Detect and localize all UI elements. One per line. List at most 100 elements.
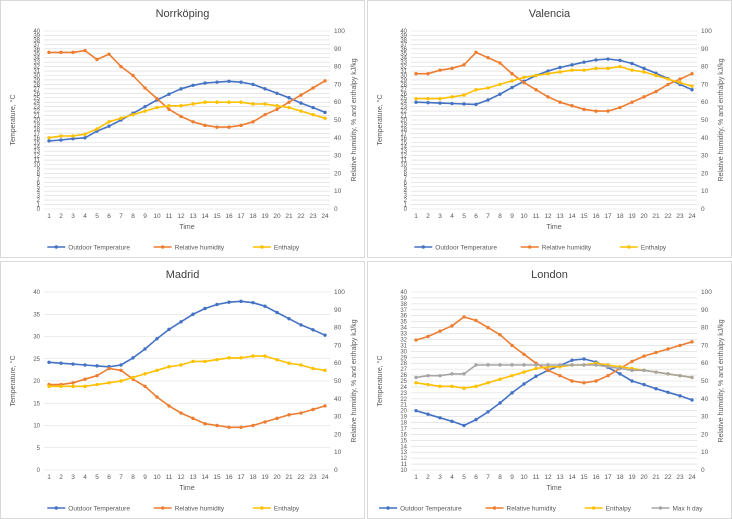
data-point (323, 333, 327, 337)
data-point (107, 124, 111, 128)
data-point (654, 89, 658, 94)
y2-tick-label: 100 (334, 289, 345, 296)
data-point (690, 72, 694, 76)
data-point (642, 95, 646, 99)
data-point (167, 107, 171, 112)
data-point (203, 422, 207, 426)
y2-tick-label: 20 (701, 170, 709, 177)
chart-title: London (531, 269, 568, 281)
data-point (474, 417, 478, 422)
data-point (203, 359, 207, 364)
data-point (582, 60, 586, 64)
y-tick-label: 31 (33, 69, 40, 75)
y-tick-label: 40 (33, 290, 40, 296)
y-tick-label: 4 (37, 189, 41, 195)
x-tick-label: 23 (676, 474, 684, 481)
y-tick-label: 29 (400, 355, 407, 361)
y-tick-label: 5 (404, 185, 408, 191)
y-tick-label: 17 (400, 426, 407, 432)
x-tick-label: 22 (297, 474, 305, 481)
data-point (594, 363, 598, 367)
data-point (251, 300, 255, 305)
y-tick-label: 34 (400, 56, 407, 62)
legend-label: Outdoor Temperature (435, 244, 497, 251)
y2-axis-label: Relative humidity, % and enthalpy kJ/kg (718, 319, 725, 442)
data-point (191, 312, 195, 316)
data-point (251, 82, 255, 87)
data-point (546, 368, 550, 373)
data-point (239, 356, 243, 360)
x-tick-label: 23 (676, 213, 684, 220)
x-tick-label: 20 (640, 474, 648, 481)
data-point (642, 368, 646, 373)
data-point (323, 404, 327, 408)
data-point (119, 368, 123, 373)
data-point (678, 343, 682, 348)
y-tick-label: 3 (404, 194, 408, 200)
legend-label: Outdoor Temperature (68, 244, 130, 251)
x-tick-label: 9 (143, 213, 147, 220)
data-point (426, 334, 430, 339)
data-point (251, 120, 255, 124)
y-tick-label: 37 (400, 42, 407, 48)
x-tick-label: 1 (47, 213, 51, 220)
data-point (522, 370, 526, 374)
data-point (95, 57, 99, 62)
data-point (690, 84, 694, 88)
data-point (239, 299, 243, 304)
data-point (474, 50, 478, 55)
data-point (275, 107, 279, 112)
series-line (415, 362, 693, 389)
data-point (690, 88, 694, 92)
data-point (510, 85, 514, 90)
y2-tick-label: 50 (701, 117, 709, 124)
y2-tick-label: 60 (334, 99, 342, 106)
x-tick-label: 24 (321, 474, 329, 481)
y-tick-label: 34 (33, 56, 40, 62)
y-tick-label: 0 (37, 207, 41, 213)
x-tick-label: 22 (297, 213, 305, 220)
y-tick-label: 0 (37, 468, 41, 474)
data-point (522, 352, 526, 356)
x-tick-label: 10 (153, 213, 161, 220)
y2-tick-label: 10 (701, 449, 709, 456)
data-point (462, 93, 466, 97)
y2-tick-label: 100 (701, 289, 712, 296)
data-point (486, 56, 490, 60)
x-tick-label: 20 (273, 213, 281, 220)
y2-tick-label: 80 (701, 64, 709, 71)
data-point (179, 320, 183, 324)
legend-marker (492, 506, 497, 510)
x-tick-label: 11 (533, 213, 540, 220)
y-tick-label: 13 (400, 149, 407, 155)
y-tick-label: 33 (400, 60, 407, 66)
data-point (606, 109, 610, 113)
data-point (227, 79, 231, 83)
x-tick-label: 4 (83, 213, 87, 220)
y-tick-label: 20 (33, 379, 40, 385)
data-point (143, 384, 147, 389)
data-point (594, 109, 598, 113)
data-point (167, 404, 171, 408)
x-tick-label: 2 (426, 213, 430, 220)
y-tick-label: 19 (400, 415, 407, 421)
data-point (498, 401, 502, 405)
y-tick-label: 14 (400, 444, 407, 450)
data-point (311, 366, 315, 371)
data-point (95, 382, 99, 387)
data-point (299, 411, 303, 415)
y-tick-label: 15 (400, 140, 407, 146)
legend-label: Relative humidity (507, 505, 557, 512)
y-tick-label: 17 (400, 131, 407, 137)
x-tick-label: 5 (95, 213, 99, 220)
data-point (498, 61, 502, 65)
y-tick-label: 37 (33, 42, 40, 48)
y-tick-label: 31 (400, 69, 407, 75)
data-point (498, 333, 502, 337)
y-tick-label: 5 (37, 185, 41, 191)
data-point (606, 373, 610, 378)
x-tick-label: 19 (261, 213, 269, 220)
data-point (143, 372, 147, 376)
data-point (678, 80, 682, 85)
x-tick-label: 18 (249, 474, 257, 481)
